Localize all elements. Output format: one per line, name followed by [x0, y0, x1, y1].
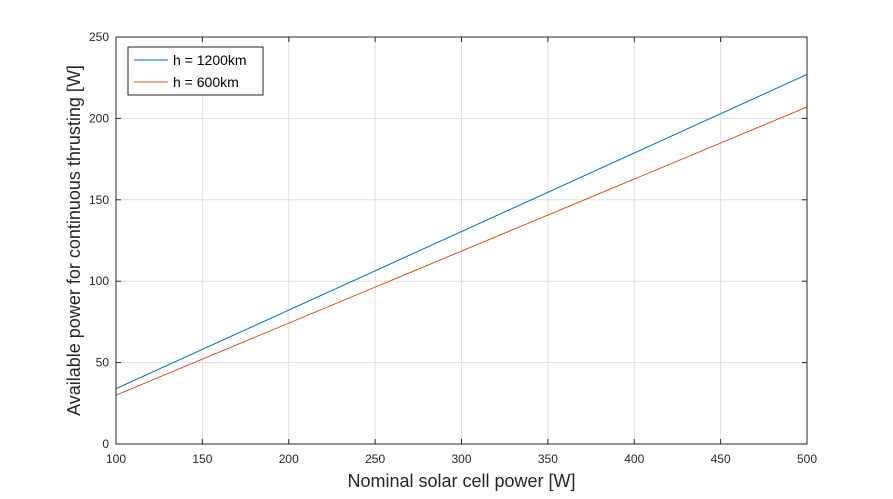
x-tick-label: 400	[624, 452, 644, 466]
legend-label-1: h = 1200km	[173, 52, 247, 68]
x-tick-label: 100	[106, 452, 126, 466]
y-axis-label: Available power for continuous thrusting…	[64, 65, 84, 416]
y-tick-label: 0	[102, 437, 109, 451]
ticks: 100 150 200 250 300 350 400 450 500 0 50 100 150 200 2…	[89, 30, 817, 466]
y-tick-label: 250	[89, 30, 109, 44]
legend: h = 1200km h = 600km	[127, 46, 264, 96]
x-axis-label: Nominal solar cell power [W]	[347, 471, 575, 491]
x-tick-label: 150	[192, 452, 212, 466]
legend-box	[127, 46, 264, 96]
series-line-1	[115, 73, 808, 390]
x-tick-label: 350	[538, 452, 558, 466]
series-lines	[115, 73, 808, 396]
x-tick-label: 250	[365, 452, 385, 466]
x-tick-label: 200	[279, 452, 299, 466]
x-tick-label: 500	[797, 452, 817, 466]
y-tick-label: 200	[89, 111, 109, 125]
legend-label-2: h = 600km	[173, 74, 239, 90]
series-line-2	[115, 106, 808, 396]
x-tick-label: 450	[711, 452, 731, 466]
y-tick-label: 50	[96, 356, 110, 370]
grid	[116, 37, 807, 444]
y-tick-label: 150	[89, 193, 109, 207]
y-tick-label: 100	[89, 274, 109, 288]
x-tick-label: 300	[451, 452, 471, 466]
